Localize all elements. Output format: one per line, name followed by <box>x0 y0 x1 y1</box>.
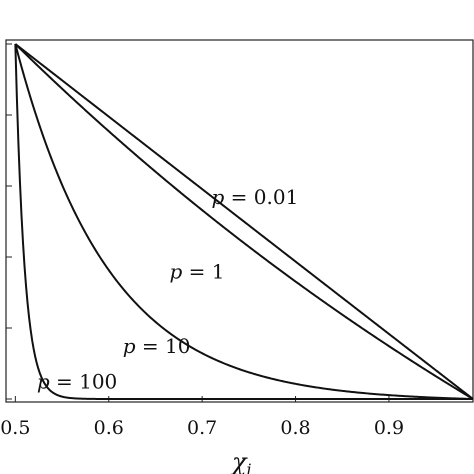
series-label-2: p = 10 <box>123 334 191 358</box>
x-axis-label-main: χ <box>230 448 248 474</box>
x-axis-label: χi <box>230 448 252 474</box>
x-tick-label-4: 0.9 <box>374 417 404 439</box>
series-line-0 <box>14 43 474 400</box>
series-label-value-3: 100 <box>79 369 117 393</box>
x-tick-labels: 0.5 0.6 0.7 0.8 0.9 <box>0 417 404 439</box>
series-line-2 <box>14 43 474 400</box>
series-label-eq-2: = <box>136 334 165 358</box>
series-label-1: p = 1 <box>169 259 224 283</box>
plot-frame <box>5 39 474 403</box>
ticks <box>6 43 390 402</box>
series-line-1 <box>14 43 474 400</box>
series-label-var-0: p <box>211 185 224 209</box>
series-label-value-0: 0.01 <box>254 185 299 209</box>
series-label-var-3: p <box>37 369 50 393</box>
series-label-value-1: 1 <box>212 259 225 283</box>
x-tick-label-2: 0.7 <box>187 417 217 439</box>
series-line-3 <box>14 43 473 400</box>
x-axis-label-subscript: i <box>247 460 252 474</box>
series-label-0: p = 0.01 <box>211 185 298 209</box>
series-label-eq-0: = <box>224 185 253 209</box>
series-label-3: p = 100 <box>37 369 117 393</box>
series-labels: p = 0.01p = 1p = 10p = 100 <box>37 185 298 394</box>
x-tick-label-0: 0.5 <box>0 417 30 439</box>
series-label-var-1: p <box>169 259 182 283</box>
series-label-eq-3: = <box>50 369 79 393</box>
x-tick-label-3: 0.8 <box>280 417 310 439</box>
series-label-value-2: 10 <box>165 334 190 358</box>
curves <box>14 43 474 400</box>
series-label-eq-1: = <box>182 259 211 283</box>
series-label-var-2: p <box>123 334 136 358</box>
x-tick-label-1: 0.6 <box>94 417 124 439</box>
